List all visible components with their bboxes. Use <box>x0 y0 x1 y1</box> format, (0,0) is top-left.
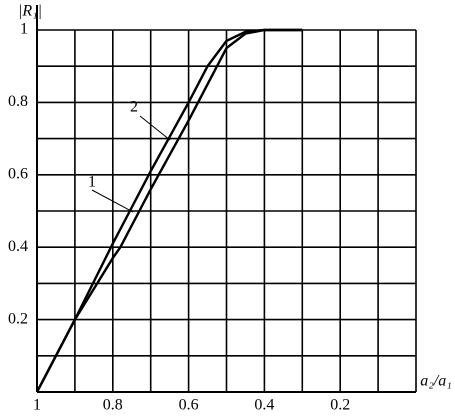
x-axis-title: a₂/a₁ <box>420 373 452 390</box>
series-label: 1 <box>88 174 96 191</box>
data-line <box>35 28 303 393</box>
x-tick-label: 0.8 <box>103 397 123 414</box>
leader-line <box>139 115 171 141</box>
x-tick-label: 0.2 <box>330 397 350 414</box>
y-tick-label: 0.4 <box>8 238 28 255</box>
series-label: 2 <box>130 99 138 116</box>
y-tick-label: 0.2 <box>8 310 28 327</box>
x-tick-label: 1 <box>33 397 41 414</box>
x-tick-label: 0.6 <box>179 397 199 414</box>
y-tick-label: 0.8 <box>8 93 28 110</box>
y-tick-label: 1 <box>20 21 28 38</box>
x-tick-label: 0.4 <box>254 397 274 414</box>
y-axis-title: |R₁| <box>18 3 42 20</box>
y-tick-label: 0.6 <box>8 165 28 182</box>
